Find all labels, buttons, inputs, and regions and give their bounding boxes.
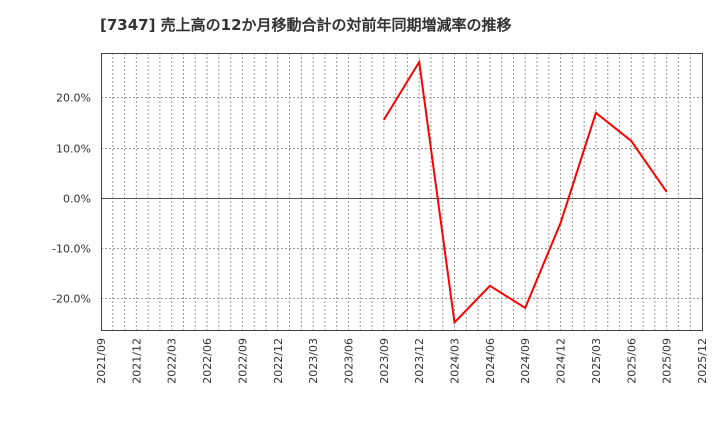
x-tick-label: 2025/06 xyxy=(625,338,638,384)
x-tick-label: 2024/12 xyxy=(555,338,568,384)
chart-title: [7347] 売上高の12か月移動合計の対前年同期増減率の推移 xyxy=(100,16,512,34)
x-tick-label: 2023/09 xyxy=(378,338,391,384)
data-line xyxy=(382,59,668,325)
x-tick-label: 2021/12 xyxy=(130,338,143,384)
x-tick-label: 2025/03 xyxy=(590,338,603,384)
x-tick-label: 2025/09 xyxy=(661,338,674,384)
plot-frame xyxy=(101,53,703,331)
x-tick-label: 2023/12 xyxy=(413,338,426,384)
x-tick-label: 2023/03 xyxy=(307,338,320,384)
x-tick-label: 2022/12 xyxy=(272,338,285,384)
y-tick-label: 10.0% xyxy=(56,143,91,156)
x-tick-label: 2021/09 xyxy=(95,338,108,384)
y-tick-label: -10.0% xyxy=(52,243,91,256)
y-tick-label: 20.0% xyxy=(56,92,91,105)
x-tick-label: 2024/09 xyxy=(519,338,532,384)
x-tick-label: 2023/06 xyxy=(342,338,355,384)
y-tick-label: 0.0% xyxy=(63,193,91,206)
x-tick-label: 2024/06 xyxy=(484,338,497,384)
x-tick-label: 2022/09 xyxy=(236,338,249,384)
x-tick-label: 2022/06 xyxy=(201,338,214,384)
x-tick-label: 2022/03 xyxy=(166,338,179,384)
x-tick-label: 2024/03 xyxy=(449,338,462,384)
y-tick-label: -20.0% xyxy=(52,293,91,306)
x-tick-label: 2025/12 xyxy=(696,338,709,384)
